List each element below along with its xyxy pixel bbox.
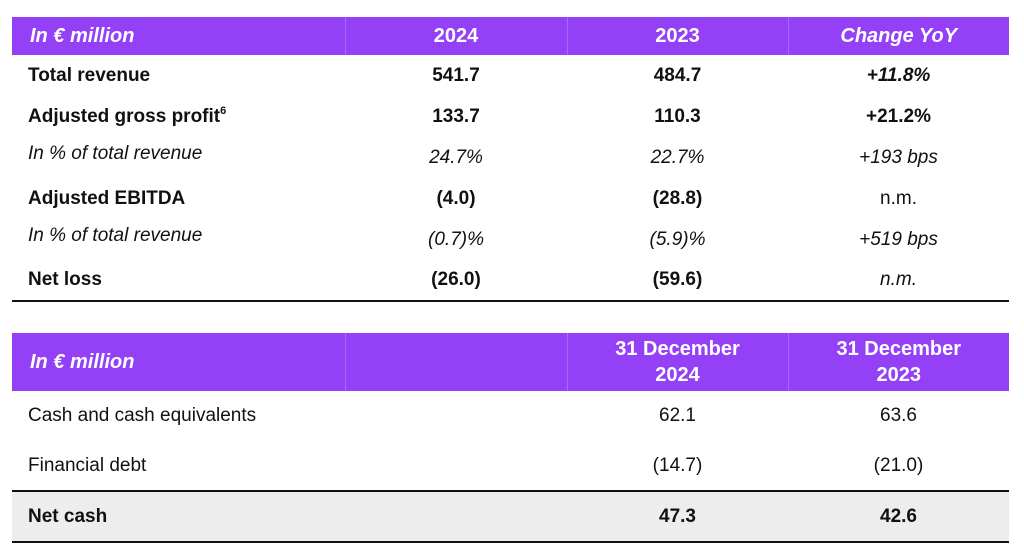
value-2023: (5.9)%: [649, 228, 706, 250]
row-label-cell: Adjusted gross profit6: [12, 96, 345, 137]
table-row-ebitda-margin: In % of total revenue (0.7)% (5.9)% +519…: [12, 219, 1009, 260]
table-row-adjusted-gross-profit: Adjusted gross profit6 133.7 110.3 +21.2…: [12, 96, 1009, 137]
header-line1: 31 December: [836, 338, 962, 360]
table-row-total-revenue: Total revenue 541.7 484.7 +11.8%: [12, 55, 1009, 96]
row-label: Cash and cash equivalents: [28, 405, 257, 426]
table-row-adjusted-ebitda: Adjusted EBITDA (4.0) (28.8) n.m.: [12, 178, 1009, 219]
value-2023: 63.6: [880, 405, 917, 426]
value-2024: (14.7): [567, 441, 788, 492]
empty-cell: [345, 391, 567, 441]
table-header-row: In € million 2024 2023 Change YoY: [12, 17, 1009, 55]
value-change: +21.2%: [866, 105, 931, 127]
header-dec-2024: 31 December 2024: [566, 333, 788, 391]
row-label: Adjusted gross profit: [28, 106, 221, 127]
row-label: In % of total revenue: [28, 225, 203, 246]
table-row-financial-debt: Financial debt (14.7) (21.0): [12, 441, 1009, 492]
value-change: +193 bps: [859, 146, 938, 168]
value-2023: (59.6): [567, 260, 788, 302]
header-2023: 2023: [566, 17, 788, 55]
value-2024: (4.0): [436, 187, 476, 209]
value-2024: 24.7%: [429, 146, 483, 168]
row-label: Adjusted EBITDA: [28, 187, 186, 209]
value-2024: 541.7: [432, 64, 480, 86]
value-2023: 22.7%: [650, 146, 705, 168]
income-summary-table: In € million 2024 2023 Change YoY Total …: [12, 17, 1009, 302]
table-row-cash: Cash and cash equivalents 62.1 63.6: [12, 391, 1009, 441]
value-2024: 62.1: [659, 405, 696, 426]
row-label: Net loss: [12, 260, 345, 302]
header-line2: 2024: [655, 364, 700, 386]
value-2023: 42.6: [788, 491, 1009, 543]
value-2024: 133.7: [432, 105, 480, 127]
value-2023: (28.8): [652, 187, 703, 209]
footnote-marker: 6: [220, 105, 227, 117]
value-2023: 484.7: [653, 64, 702, 86]
header-unit: In € million: [12, 333, 345, 391]
table-header-row: In € million 31 December 2024 31 December…: [12, 333, 1009, 391]
value-2023: (21.0): [788, 441, 1009, 492]
header-change-yoy: Change YoY: [787, 17, 1009, 55]
header-empty: [344, 333, 567, 391]
header-unit: In € million: [12, 17, 345, 55]
header-2024: 2024: [344, 17, 567, 55]
value-change: n.m.: [880, 187, 917, 209]
value-2024: (0.7)%: [428, 228, 484, 250]
row-label: In % of total revenue: [28, 143, 203, 164]
row-label: Net cash: [12, 491, 345, 543]
value-change: +11.8%: [866, 64, 931, 86]
header-line1: 31 December: [615, 338, 740, 360]
header-dec-2023: 31 December 2023: [787, 333, 1009, 391]
value-2024: (26.0): [345, 260, 567, 302]
table-row-net-cash: Net cash 47.3 42.6: [12, 491, 1009, 543]
net-cash-table: In € million 31 December 2024 31 December…: [12, 333, 1009, 543]
table-row-gross-margin: In % of total revenue 24.7% 22.7% +193 b…: [12, 137, 1009, 178]
value-2023: 110.3: [654, 105, 701, 127]
table-row-net-loss: Net loss (26.0) (59.6) n.m.: [12, 260, 1009, 302]
empty-cell: [345, 441, 567, 492]
row-label: Total revenue: [28, 64, 151, 86]
value-change: +519 bps: [859, 228, 938, 250]
empty-cell: [345, 491, 567, 543]
value-2024: 47.3: [567, 491, 788, 543]
row-label: Financial debt: [12, 441, 345, 492]
value-change: n.m.: [788, 260, 1009, 302]
header-line2: 2023: [876, 364, 922, 386]
